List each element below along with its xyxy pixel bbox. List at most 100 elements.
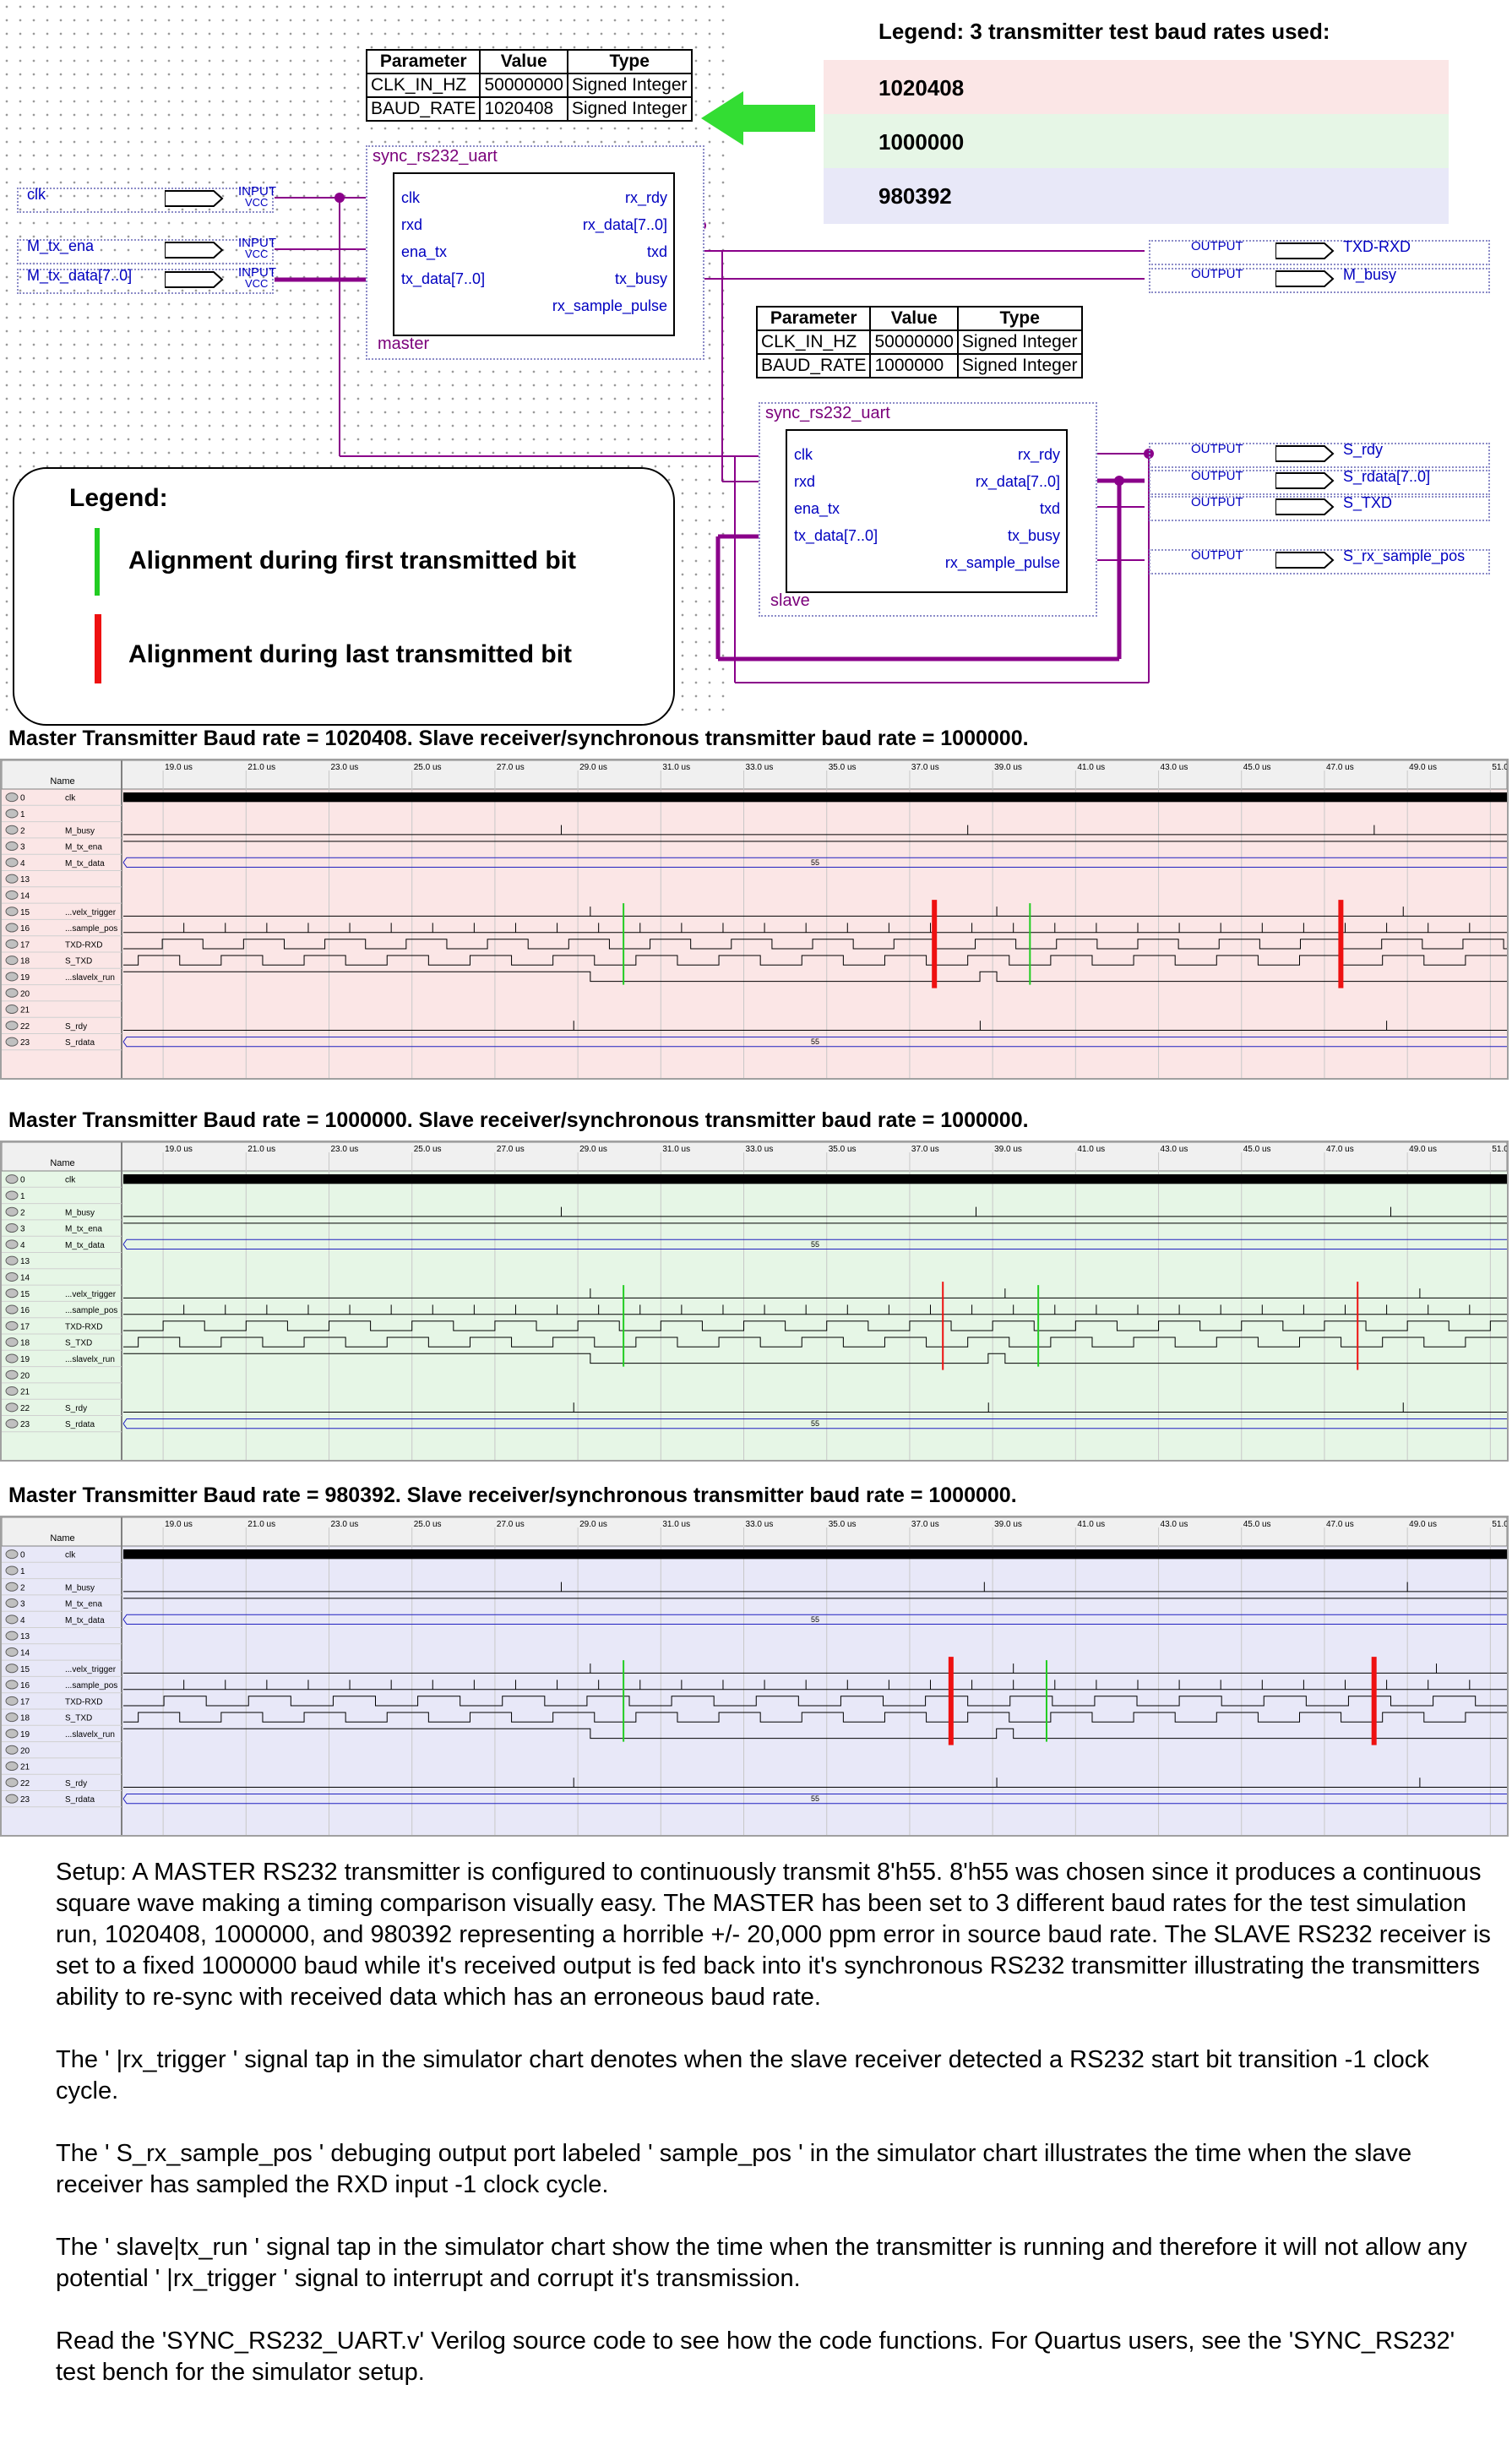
signal-name: S_TXD	[65, 1339, 92, 1348]
signal-name: clk	[65, 1551, 76, 1560]
time-tick-label: 35.0 us	[829, 1145, 857, 1154]
time-tick-label: 51.0 us	[1492, 763, 1507, 772]
signal-index: 20	[20, 1371, 30, 1380]
time-tick-label: 47.0 us	[1326, 1145, 1354, 1154]
red-marker-swatch	[95, 614, 101, 683]
signal-icon	[5, 1206, 19, 1217]
signal-name: ...slavelx_run	[65, 1355, 115, 1364]
signal-icon	[5, 841, 19, 852]
signal-index: 13	[20, 1257, 30, 1266]
time-tick-label: 21.0 us	[247, 1520, 275, 1529]
baud-legend-row-980392: 980392	[824, 168, 1449, 224]
signal-index: 3	[20, 1600, 25, 1609]
time-tick-label: 35.0 us	[829, 763, 857, 772]
signal-index: 16	[20, 1306, 30, 1315]
waveform-panel-1020408: Name 19.0 us 21.0 us 23.0 us 25.0 us 27.0 us 2…	[0, 759, 1509, 1080]
signal-icon	[5, 1402, 19, 1413]
signal-icon	[5, 1614, 19, 1625]
signal-index: 17	[20, 1322, 30, 1331]
signal-icon	[5, 1304, 19, 1315]
signal-index: 18	[20, 957, 30, 966]
time-tick-label: 37.0 us	[911, 1520, 939, 1529]
signal-icon	[5, 1255, 19, 1266]
name-header: Name	[50, 1533, 74, 1544]
signal-index: 21	[20, 1388, 30, 1397]
bus-value: 55	[811, 1037, 819, 1046]
time-tick-label: 33.0 us	[746, 1145, 774, 1154]
signal-index: 21	[20, 1006, 30, 1015]
bus-bottom	[122, 1798, 1507, 1805]
signal-index: 18	[20, 1339, 30, 1348]
time-header	[2, 1517, 1507, 1547]
signal-index: 16	[20, 924, 30, 934]
signal-icon	[5, 1369, 19, 1380]
signal-icon	[5, 890, 19, 900]
bus-value: 55	[811, 1615, 819, 1624]
time-tick-label: 39.0 us	[994, 1145, 1022, 1154]
master-parameter-table: Parameter Value Type CLK_IN_HZ 50000000 Sign…	[365, 49, 693, 122]
signal-icon	[5, 1712, 19, 1723]
signal-name: S_rdata	[65, 1795, 95, 1805]
signal-index: 17	[20, 940, 30, 950]
signal-name: M_tx_data	[65, 1241, 105, 1250]
signal-index: 15	[20, 908, 30, 917]
signal-icon	[5, 1582, 19, 1592]
serial-waveform	[123, 1696, 1507, 1707]
signal-name: S_rdy	[65, 1779, 87, 1788]
time-tick-label: 33.0 us	[746, 1520, 774, 1529]
waveform-panel-980392: Name 19.0 us 21.0 us 23.0 us 25.0 us 27.0 us 2…	[0, 1516, 1509, 1837]
signal-name: clk	[65, 1176, 76, 1185]
serial-waveform	[123, 1320, 1507, 1331]
time-tick-label: 37.0 us	[911, 1145, 939, 1154]
signal-icon	[5, 874, 19, 884]
waveform-background	[2, 760, 1507, 1078]
clk-waveform	[123, 1549, 1507, 1560]
time-header	[2, 1142, 1507, 1172]
signal-index: 19	[20, 973, 30, 983]
signal-name: S_TXD	[65, 1714, 92, 1723]
time-tick-label: 27.0 us	[497, 1145, 525, 1154]
bus-value: 55	[811, 1794, 819, 1803]
signal-name: ...sample_pos	[65, 924, 117, 934]
time-tick-label: 31.0 us	[662, 763, 690, 772]
signal-index: 15	[20, 1665, 30, 1674]
time-tick-label: 51.0 us	[1492, 1145, 1507, 1154]
signal-icon	[5, 906, 19, 917]
signal-icon	[5, 1631, 19, 1641]
time-tick-label: 49.0 us	[1409, 763, 1437, 772]
signal-index: 0	[20, 794, 25, 803]
signal-icon	[5, 1004, 19, 1015]
signal-index: 21	[20, 1763, 30, 1772]
signal-index: 16	[20, 1681, 30, 1690]
signal-icon	[5, 1663, 19, 1674]
signal-name: M_tx_ena	[65, 843, 102, 852]
signal-index: 17	[20, 1697, 30, 1707]
signal-icon	[5, 956, 19, 966]
bus-bottom	[122, 1041, 1507, 1048]
signal-name: TXD-RXD	[65, 1697, 102, 1707]
legend-first-bit-label: Alignment during first transmitted bit	[128, 547, 576, 574]
serial-waveform	[123, 939, 1507, 950]
signal-name: M_tx_ena	[65, 1600, 102, 1609]
signal-icon	[5, 1239, 19, 1250]
signal-index: 1	[20, 1192, 25, 1201]
signal-name: ...slavelx_run	[65, 1730, 115, 1740]
bus-top	[122, 1239, 1507, 1245]
signal-name: TXD-RXD	[65, 940, 102, 950]
source-code-paragraph: Read the 'SYNC_RS232_UART.v' Verilog sou…	[56, 2328, 1455, 2386]
signal-icon	[5, 1696, 19, 1706]
bus-top	[122, 1418, 1507, 1424]
signal-icon	[5, 1320, 19, 1331]
legend-last-bit-label: Alignment during last transmitted bit	[128, 640, 573, 668]
tx-run-waveform	[123, 1353, 1507, 1364]
time-tick-label: 31.0 us	[662, 1520, 690, 1529]
signal-icon	[5, 792, 19, 803]
signal-name: TXD-RXD	[65, 1322, 102, 1331]
slave-uart-block: sync_rs232_uart clk rxd ena_tx tx_data[7…	[759, 402, 1097, 617]
signal-index: 4	[20, 859, 25, 868]
time-tick-label: 45.0 us	[1243, 763, 1271, 772]
bus-value: 55	[811, 858, 819, 867]
time-tick-label: 19.0 us	[165, 1145, 193, 1154]
signal-index: 1	[20, 1567, 25, 1576]
alignment-legend: Legend: Alignment during first transmitt…	[13, 467, 675, 726]
